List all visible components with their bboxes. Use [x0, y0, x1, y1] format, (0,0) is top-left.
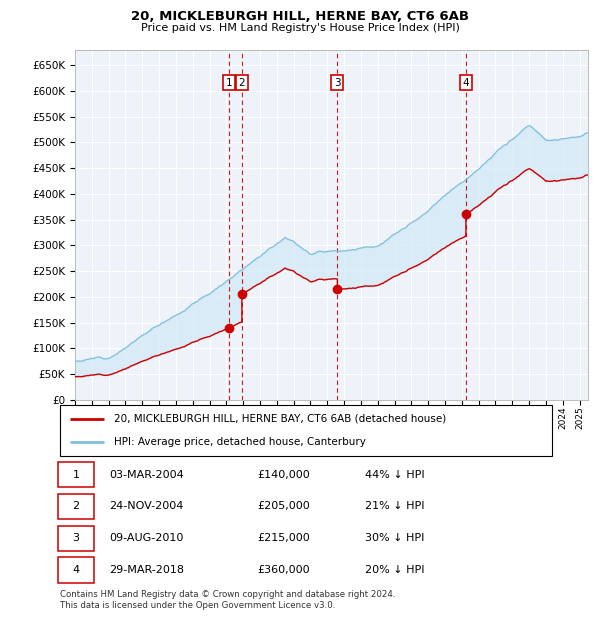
Text: 20, MICKLEBURGH HILL, HERNE BAY, CT6 6AB: 20, MICKLEBURGH HILL, HERNE BAY, CT6 6AB [131, 10, 469, 23]
Text: £205,000: £205,000 [257, 502, 310, 512]
Text: 3: 3 [334, 78, 341, 87]
Text: 1: 1 [226, 78, 233, 87]
FancyBboxPatch shape [58, 557, 94, 583]
Text: 1: 1 [73, 470, 79, 480]
Text: 4: 4 [463, 78, 469, 87]
Text: £360,000: £360,000 [257, 565, 310, 575]
Text: £140,000: £140,000 [257, 470, 310, 480]
Text: 29-MAR-2018: 29-MAR-2018 [109, 565, 184, 575]
Text: 24-NOV-2004: 24-NOV-2004 [109, 502, 184, 512]
FancyBboxPatch shape [58, 494, 94, 519]
Text: 3: 3 [73, 533, 79, 543]
Text: 2: 2 [239, 78, 245, 87]
FancyBboxPatch shape [58, 462, 94, 487]
Text: 03-MAR-2004: 03-MAR-2004 [109, 470, 184, 480]
Text: Contains HM Land Registry data © Crown copyright and database right 2024.
This d: Contains HM Land Registry data © Crown c… [60, 590, 395, 609]
Text: HPI: Average price, detached house, Canterbury: HPI: Average price, detached house, Cant… [114, 437, 366, 447]
FancyBboxPatch shape [60, 405, 552, 456]
Text: 20, MICKLEBURGH HILL, HERNE BAY, CT6 6AB (detached house): 20, MICKLEBURGH HILL, HERNE BAY, CT6 6AB… [114, 414, 446, 423]
Text: 20% ↓ HPI: 20% ↓ HPI [365, 565, 425, 575]
Text: 2: 2 [73, 502, 80, 512]
FancyBboxPatch shape [58, 526, 94, 551]
Text: £215,000: £215,000 [257, 533, 310, 543]
Text: 4: 4 [73, 565, 80, 575]
Text: 09-AUG-2010: 09-AUG-2010 [109, 533, 184, 543]
Text: 30% ↓ HPI: 30% ↓ HPI [365, 533, 424, 543]
Text: 44% ↓ HPI: 44% ↓ HPI [365, 470, 425, 480]
Text: Price paid vs. HM Land Registry's House Price Index (HPI): Price paid vs. HM Land Registry's House … [140, 23, 460, 33]
Text: 21% ↓ HPI: 21% ↓ HPI [365, 502, 425, 512]
